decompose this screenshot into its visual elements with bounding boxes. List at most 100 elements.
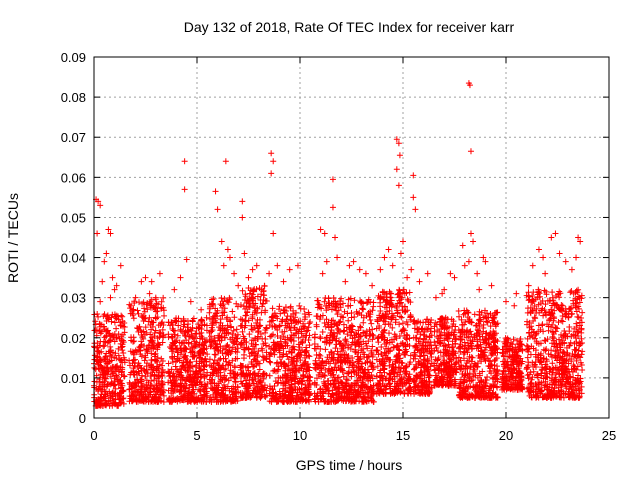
data-point xyxy=(214,347,221,354)
data-point xyxy=(578,335,585,342)
data-point xyxy=(180,397,187,404)
data-point xyxy=(348,397,355,404)
data-point xyxy=(252,356,259,363)
data-point xyxy=(233,388,240,395)
data-point xyxy=(575,333,582,340)
data-point xyxy=(399,307,406,314)
data-point xyxy=(282,343,289,350)
data-point xyxy=(155,372,162,379)
data-point xyxy=(178,393,185,400)
data-point xyxy=(104,371,111,378)
data-point xyxy=(194,373,201,380)
data-point xyxy=(558,386,565,393)
data-point xyxy=(237,341,244,348)
data-point xyxy=(340,344,347,351)
data-point xyxy=(311,340,318,347)
data-point xyxy=(301,311,308,318)
data-point xyxy=(157,330,164,337)
data-point xyxy=(476,308,483,315)
data-point xyxy=(337,318,344,325)
data-point xyxy=(173,337,180,344)
data-point xyxy=(160,389,167,396)
data-point xyxy=(507,374,514,381)
data-point xyxy=(330,294,337,301)
data-point xyxy=(101,378,108,385)
data-point xyxy=(101,334,108,341)
data-point xyxy=(416,340,423,347)
data-point xyxy=(402,380,409,387)
data-point xyxy=(450,352,457,359)
data-point xyxy=(459,391,466,398)
data-point xyxy=(237,378,244,385)
data-point xyxy=(117,363,124,370)
data-point xyxy=(218,337,225,344)
data-point xyxy=(579,348,586,355)
data-point xyxy=(552,374,559,381)
data-point xyxy=(378,386,385,393)
data-point xyxy=(350,396,357,403)
data-point xyxy=(351,297,358,304)
data-point xyxy=(341,308,348,315)
data-point xyxy=(431,362,438,369)
data-point xyxy=(386,356,393,363)
data-point xyxy=(160,392,167,399)
data-point xyxy=(206,315,213,322)
data-point xyxy=(335,351,342,358)
data-point xyxy=(303,398,310,405)
data-point xyxy=(489,332,496,339)
data-point xyxy=(568,333,575,340)
data-point xyxy=(518,381,525,388)
data-point xyxy=(320,378,327,385)
data-point xyxy=(481,307,488,314)
data-point xyxy=(100,343,107,350)
data-point xyxy=(467,318,474,325)
data-point xyxy=(514,352,521,359)
data-point xyxy=(341,351,348,358)
data-point xyxy=(186,359,193,366)
data-point xyxy=(566,323,573,330)
data-point xyxy=(306,320,313,327)
data-point xyxy=(524,354,531,361)
data-point xyxy=(113,325,120,332)
data-point xyxy=(312,364,319,371)
data-point xyxy=(446,374,453,381)
data-point xyxy=(176,357,183,364)
data-point xyxy=(302,348,309,355)
data-point xyxy=(319,328,326,335)
data-point xyxy=(378,351,385,358)
data-point xyxy=(98,356,105,363)
data-point xyxy=(535,322,542,329)
data-point xyxy=(149,337,156,344)
data-point xyxy=(296,302,303,309)
data-point xyxy=(240,355,247,362)
data-point xyxy=(190,353,197,360)
data-point xyxy=(250,337,257,344)
data-point xyxy=(318,364,325,371)
data-point xyxy=(328,317,335,324)
data-point xyxy=(126,381,133,388)
data-point xyxy=(337,362,344,369)
data-point xyxy=(239,316,246,323)
data-point xyxy=(140,312,147,319)
data-point xyxy=(504,358,511,365)
data-point xyxy=(397,340,404,347)
data-point xyxy=(348,373,355,380)
data-point xyxy=(311,334,318,341)
data-point xyxy=(227,370,234,377)
data-point xyxy=(331,350,338,357)
data-point xyxy=(380,390,387,397)
data-point xyxy=(457,348,464,355)
data-point xyxy=(208,324,215,331)
data-point xyxy=(227,318,234,325)
data-point xyxy=(301,354,308,361)
data-point xyxy=(500,361,507,368)
data-point xyxy=(171,331,178,338)
data-point xyxy=(242,291,249,298)
data-point xyxy=(494,349,501,356)
data-point xyxy=(368,320,375,327)
data-point xyxy=(270,314,277,321)
data-point xyxy=(301,316,308,323)
data-point xyxy=(556,394,563,401)
data-point xyxy=(530,289,537,296)
data-point xyxy=(257,394,264,401)
